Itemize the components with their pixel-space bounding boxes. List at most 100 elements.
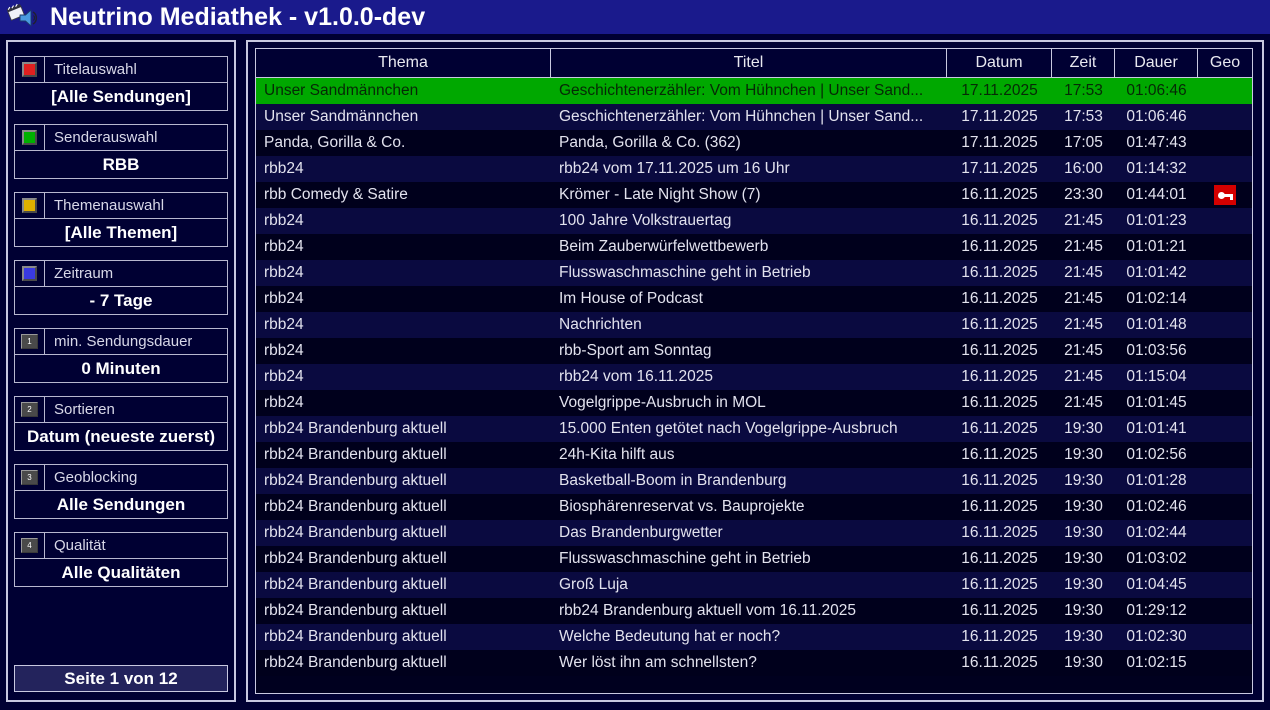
cell-thema: rbb24: [264, 290, 304, 307]
table-row[interactable]: rbb24 Brandenburg aktuell Basketball-Boom…: [256, 468, 1252, 494]
cell-thema: rbb24 Brandenburg aktuell: [264, 524, 447, 541]
sidebar-group-6: 3 Geoblocking Alle Sendungen: [14, 464, 228, 519]
cell-thema: rbb24: [264, 368, 304, 385]
cell-geo: [1198, 234, 1252, 260]
table-row[interactable]: rbb24 Brandenburg aktuell Groß Luja 16.11.…: [256, 572, 1252, 598]
cell-thema: rbb24: [264, 342, 304, 359]
cell-datum: 16.11.2025: [961, 472, 1038, 489]
cell-dauer: 01:02:44: [1126, 524, 1187, 541]
blue-button-icon: [15, 261, 45, 286]
sidebar-group-header-2[interactable]: Themenauswahl: [14, 192, 228, 219]
cell-geo: [1198, 130, 1252, 156]
cell-titel: Biosphärenreservat vs. Bauprojekte: [559, 498, 805, 515]
column-header-thema[interactable]: Thema: [256, 49, 551, 77]
column-header-dauer[interactable]: Dauer: [1115, 49, 1198, 77]
column-header-titel[interactable]: Titel: [551, 49, 947, 77]
cell-geo: [1198, 104, 1252, 130]
cell-titel: Groß Luja: [559, 576, 628, 593]
sidebar-group-header-3[interactable]: Zeitraum: [14, 260, 228, 287]
table-row[interactable]: rbb24 Brandenburg aktuell Biosphärenreser…: [256, 494, 1252, 520]
table-row[interactable]: rbb24 Beim Zauberwürfelwettbewerb 16.11.20…: [256, 234, 1252, 260]
cell-datum: 16.11.2025: [961, 602, 1038, 619]
color-button-glyph: [22, 266, 37, 281]
cell-dauer: 01:01:41: [1126, 420, 1187, 437]
cell-geo: [1198, 312, 1252, 338]
cell-geo: [1198, 546, 1252, 572]
cell-zeit: 19:30: [1064, 602, 1103, 619]
column-header-geo[interactable]: Geo: [1209, 54, 1241, 71]
cell-dauer: 01:03:56: [1126, 342, 1187, 359]
page-indicator[interactable]: Seite 1 von 12: [14, 665, 228, 692]
table-row[interactable]: rbb24 Brandenburg aktuell Wer löst ihn am…: [256, 650, 1252, 676]
cell-datum: 16.11.2025: [961, 238, 1038, 255]
table-row[interactable]: rbb24 Im House of Podcast 16.11.2025 21:45 0…: [256, 286, 1252, 312]
sidebar-group-value[interactable]: Datum (neueste zuerst): [14, 423, 228, 451]
cell-titel: Im House of Podcast: [559, 290, 703, 307]
table-row[interactable]: rbb24 Brandenburg aktuell Welche Bedeutun…: [256, 624, 1252, 650]
cell-dauer: 01:04:45: [1126, 576, 1187, 593]
sidebar-group-header-6[interactable]: 3 Geoblocking: [14, 464, 228, 491]
table-row[interactable]: rbb24 100 Jahre Volkstrauertag 16.11.2025 2…: [256, 208, 1252, 234]
cell-datum: 16.11.2025: [961, 394, 1038, 411]
color-button-glyph: [22, 198, 37, 213]
table-row[interactable]: Unser Sandmännchen Geschichtenerzähler: V…: [256, 104, 1252, 130]
cell-zeit: 19:30: [1064, 420, 1103, 437]
sidebar-group-value[interactable]: - 7 Tage: [14, 287, 228, 315]
table-row[interactable]: rbb24 rbb24 vom 17.11.2025 um 16 Uhr 17.11…: [256, 156, 1252, 182]
cell-thema: rbb24: [264, 316, 304, 333]
table-row[interactable]: rbb24 rbb-Sport am Sonntag 16.11.2025 21:45…: [256, 338, 1252, 364]
cell-dauer: 01:01:42: [1126, 264, 1187, 281]
cell-titel: Geschichtenerzähler: Vom Hühnchen | Unse…: [559, 82, 924, 99]
table-row[interactable]: Panda, Gorilla & Co. Panda, Gorilla & Co.…: [256, 130, 1252, 156]
sidebar-group-value[interactable]: Alle Sendungen: [14, 491, 228, 519]
number-key-glyph: 3: [21, 470, 38, 485]
table-row[interactable]: rbb24 Vogelgrippe-Ausbruch in MOL 16.11.20…: [256, 390, 1252, 416]
table-row[interactable]: rbb24 Brandenburg aktuell Flusswaschmasch…: [256, 546, 1252, 572]
sidebar-group-label: Zeitraum: [54, 265, 114, 282]
green-button-icon: [15, 125, 45, 150]
cell-datum: 16.11.2025: [961, 290, 1038, 307]
cell-titel: Geschichtenerzähler: Vom Hühnchen | Unse…: [559, 108, 924, 125]
cell-datum: 16.11.2025: [961, 420, 1038, 437]
table-header-row: Thema Titel Datum Zeit Dauer Geo: [256, 49, 1252, 78]
table-row[interactable]: rbb24 rbb24 vom 16.11.2025 16.11.2025 21:45…: [256, 364, 1252, 390]
cell-zeit: 21:45: [1064, 238, 1103, 255]
sidebar-group-header-4[interactable]: 1 min. Sendungsdauer: [14, 328, 228, 355]
cell-geo: [1198, 468, 1252, 494]
table-row[interactable]: Unser Sandmännchen Geschichtenerzähler: V…: [256, 78, 1252, 104]
column-header-datum[interactable]: Datum: [947, 49, 1052, 77]
table-row[interactable]: rbb24 Flusswaschmaschine geht in Betrieb 1…: [256, 260, 1252, 286]
table-row[interactable]: rbb24 Brandenburg aktuell 24h-Kita hilft …: [256, 442, 1252, 468]
sidebar-group-value[interactable]: Alle Qualitäten: [14, 559, 228, 587]
table-row[interactable]: rbb24 Brandenburg aktuell rbb24 Brandenbu…: [256, 598, 1252, 624]
cell-thema: rbb24: [264, 212, 304, 229]
cell-zeit: 17:53: [1064, 82, 1103, 99]
cell-dauer: 01:44:01: [1126, 186, 1187, 203]
sidebar-group-value[interactable]: [Alle Sendungen]: [14, 83, 228, 111]
cell-geo: [1198, 286, 1252, 312]
sidebar-group-header-0[interactable]: Titelauswahl: [14, 56, 228, 83]
cell-titel: Beim Zauberwürfelwettbewerb: [559, 238, 769, 255]
cell-geo: [1198, 416, 1252, 442]
number-key-glyph: 4: [21, 538, 38, 553]
table-row[interactable]: rbb24 Brandenburg aktuell 15.000 Enten ge…: [256, 416, 1252, 442]
cell-dauer: 01:02:14: [1126, 290, 1187, 307]
broadcast-table[interactable]: Thema Titel Datum Zeit Dauer Geo Unser S…: [255, 48, 1253, 694]
table-row[interactable]: rbb24 Brandenburg aktuell Das Brandenburg…: [256, 520, 1252, 546]
cell-thema: rbb24 Brandenburg aktuell: [264, 628, 447, 645]
cell-datum: 17.11.2025: [961, 82, 1038, 99]
cell-thema: rbb24 Brandenburg aktuell: [264, 654, 447, 671]
sidebar-group-value[interactable]: RBB: [14, 151, 228, 179]
sidebar-group-header-7[interactable]: 4 Qualität: [14, 532, 228, 559]
cell-dauer: 01:02:15: [1126, 654, 1187, 671]
table-row[interactable]: rbb24 Nachrichten 16.11.2025 21:45 01:01:48: [256, 312, 1252, 338]
sidebar-group-value[interactable]: [Alle Themen]: [14, 219, 228, 247]
cell-titel: 15.000 Enten getötet nach Vogelgrippe-Au…: [559, 420, 898, 437]
column-header-zeit[interactable]: Zeit: [1052, 49, 1115, 77]
sidebar-group-value[interactable]: 0 Minuten: [14, 355, 228, 383]
table-row[interactable]: rbb Comedy & Satire Krömer - Late Night S…: [256, 182, 1252, 208]
sidebar-group-header-1[interactable]: Senderauswahl: [14, 124, 228, 151]
cell-geo: [1198, 442, 1252, 468]
sidebar-group-header-5[interactable]: 2 Sortieren: [14, 396, 228, 423]
cell-dauer: 01:01:23: [1126, 212, 1187, 229]
